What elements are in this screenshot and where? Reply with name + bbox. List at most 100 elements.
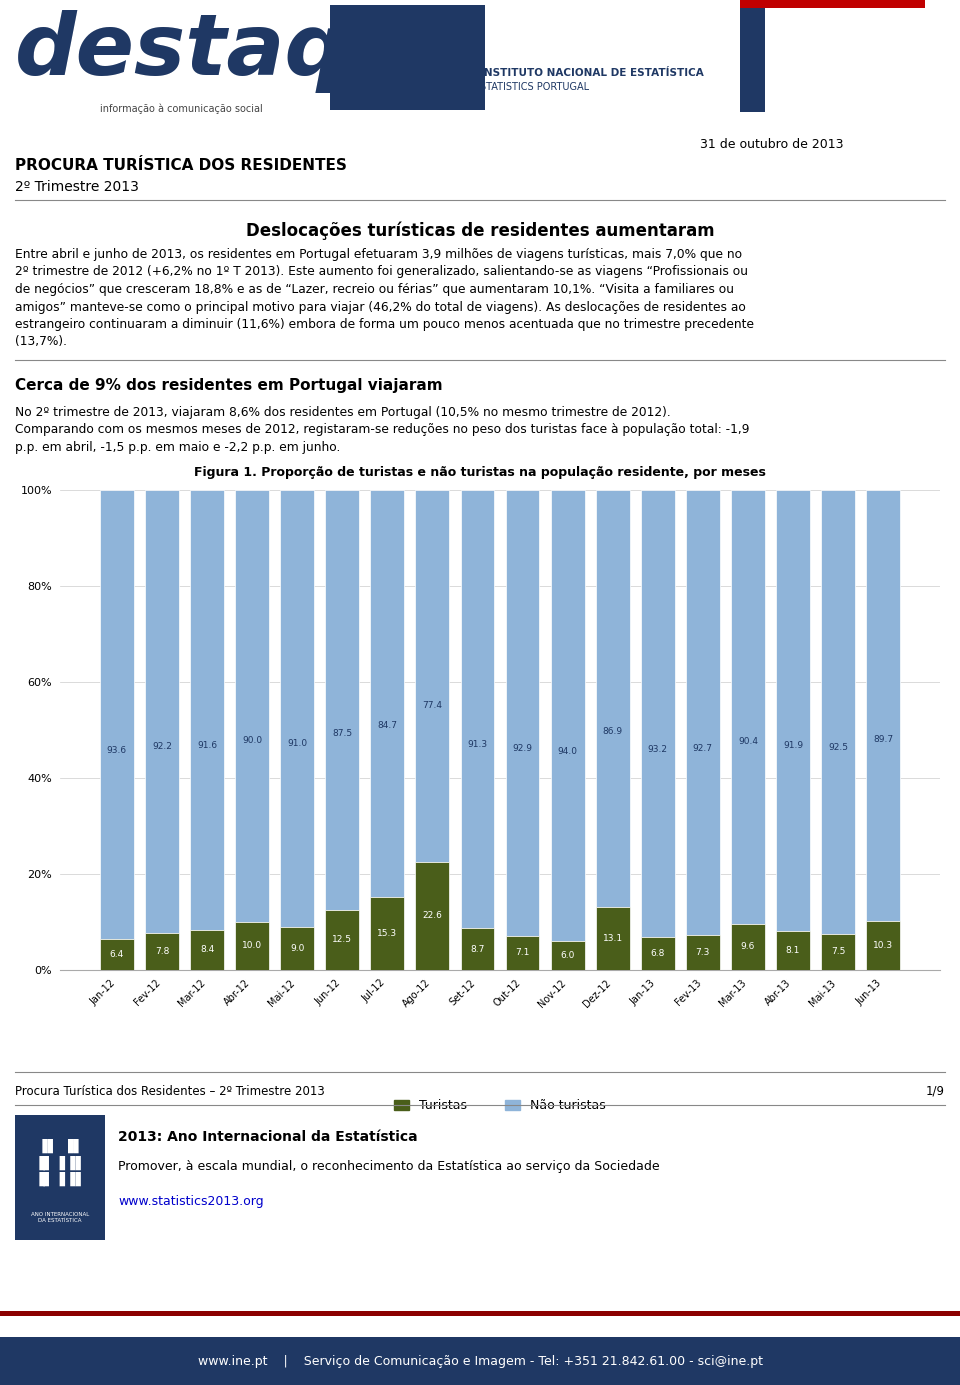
Text: 10.0: 10.0 — [242, 942, 262, 950]
Legend: Turistas, Não turistas: Turistas, Não turistas — [390, 1094, 611, 1118]
Text: informação à comunicação social: informação à comunicação social — [100, 104, 263, 115]
Text: 1/9: 1/9 — [926, 1084, 945, 1098]
Bar — [866, 490, 900, 921]
Text: 90.0: 90.0 — [242, 735, 262, 745]
Text: www.statistics2013.org: www.statistics2013.org — [118, 1195, 264, 1208]
Text: destaque: destaque — [15, 10, 467, 93]
Bar — [145, 932, 179, 969]
Bar — [866, 921, 900, 970]
Text: 86.9: 86.9 — [603, 727, 623, 737]
Bar — [551, 942, 585, 969]
Text: 91.3: 91.3 — [468, 740, 488, 749]
Bar — [596, 490, 630, 907]
Text: INSTITUTO NACIONAL DE ESTATÍSTICA: INSTITUTO NACIONAL DE ESTATÍSTICA — [480, 68, 704, 78]
Text: 12.5: 12.5 — [332, 935, 352, 945]
Bar — [731, 924, 765, 970]
Bar — [371, 490, 404, 896]
Text: estrangeiro continuaram a diminuir (11,6%) embora de forma um pouco menos acentu: estrangeiro continuaram a diminuir (11,6… — [15, 319, 754, 331]
Bar — [506, 936, 540, 970]
Text: ANO INTERNACIONAL
DA ESTATÍSTICA: ANO INTERNACIONAL DA ESTATÍSTICA — [31, 1212, 89, 1223]
Text: 90.4: 90.4 — [738, 737, 757, 747]
Bar — [551, 490, 585, 942]
Bar — [100, 490, 133, 939]
Bar — [821, 490, 855, 933]
Bar — [731, 490, 765, 924]
Text: 8.1: 8.1 — [786, 946, 800, 956]
Text: 7.3: 7.3 — [696, 947, 710, 957]
Bar — [685, 490, 720, 935]
Text: (13,7%).: (13,7%). — [15, 335, 67, 349]
Bar — [280, 490, 314, 927]
Bar — [145, 490, 179, 932]
Text: 2º trimestre de 2012 (+6,2% no 1º T 2013). Este aumento foi generalizado, salien: 2º trimestre de 2012 (+6,2% no 1º T 2013… — [15, 266, 748, 278]
Text: 6.4: 6.4 — [109, 950, 124, 960]
Text: 92.9: 92.9 — [513, 744, 533, 753]
Text: 2º Trimestre 2013: 2º Trimestre 2013 — [15, 180, 139, 194]
Bar — [100, 939, 133, 970]
Text: 8.7: 8.7 — [470, 945, 485, 954]
Text: www.ine.pt    |    Serviço de Comunicação e Imagem - Tel: +351 21.842.61.00 - sc: www.ine.pt | Serviço de Comunicação e Im… — [198, 1355, 762, 1367]
Text: 89.7: 89.7 — [873, 735, 893, 744]
Text: No 2º trimestre de 2013, viajaram 8,6% dos residentes em Portugal (10,5% no mesm: No 2º trimestre de 2013, viajaram 8,6% d… — [15, 406, 671, 420]
Text: 93.2: 93.2 — [648, 745, 668, 753]
Text: 2013: Ano Internacional da Estatística: 2013: Ano Internacional da Estatística — [118, 1130, 418, 1144]
Text: 77.4: 77.4 — [422, 701, 443, 711]
Text: 7.1: 7.1 — [516, 949, 530, 957]
Text: Figura 1. Proporção de turistas e não turistas na população residente, por meses: Figura 1. Proporção de turistas e não tu… — [194, 465, 766, 479]
Bar — [280, 927, 314, 969]
Text: 7.8: 7.8 — [155, 947, 169, 956]
Bar — [416, 861, 449, 970]
Text: 13.1: 13.1 — [603, 933, 623, 943]
Text: 91.0: 91.0 — [287, 738, 307, 748]
Bar — [325, 490, 359, 910]
Bar — [235, 490, 269, 922]
Text: 6.8: 6.8 — [651, 949, 665, 958]
Text: 8.4: 8.4 — [200, 946, 214, 954]
Text: Comparando com os mesmos meses de 2012, registaram-se reduções no peso dos turis: Comparando com os mesmos meses de 2012, … — [15, 424, 750, 436]
Text: Promover, à escala mundial, o reconhecimento da Estatística ao serviço da Socied: Promover, à escala mundial, o reconhecim… — [118, 1161, 660, 1173]
Bar — [190, 929, 224, 969]
Text: 7.5: 7.5 — [830, 947, 845, 957]
Text: 22.6: 22.6 — [422, 911, 443, 920]
Text: ▐▌ ▐▌
▐▌▐▐▌
▐▌▐▐▌: ▐▌ ▐▌ ▐▌▐▐▌ ▐▌▐▐▌ — [34, 1138, 86, 1186]
Text: PROCURA TURÍSTICA DOS RESIDENTES: PROCURA TURÍSTICA DOS RESIDENTES — [15, 158, 347, 173]
Bar — [776, 931, 810, 969]
Text: Procura Turística dos Residentes – 2º Trimestre 2013: Procura Turística dos Residentes – 2º Tr… — [15, 1084, 324, 1098]
Bar — [190, 490, 224, 929]
Text: 10.3: 10.3 — [873, 940, 893, 950]
Bar — [685, 935, 720, 970]
Text: 9.0: 9.0 — [290, 945, 304, 953]
Bar — [821, 933, 855, 969]
Bar — [641, 490, 675, 938]
Text: 92.7: 92.7 — [693, 744, 713, 752]
Text: p.p. em abril, -1,5 p.p. em maio e -2,2 p.p. em junho.: p.p. em abril, -1,5 p.p. em maio e -2,2 … — [15, 440, 341, 454]
Text: destaque: destaque — [15, 10, 467, 93]
Text: 15.3: 15.3 — [377, 929, 397, 938]
Text: Deslocações turísticas de residentes aumentaram: Deslocações turísticas de residentes aum… — [246, 222, 714, 241]
Bar — [371, 896, 404, 970]
Text: 91.9: 91.9 — [783, 741, 803, 751]
Bar — [596, 907, 630, 970]
Text: STATISTICS PORTUGAL: STATISTICS PORTUGAL — [480, 82, 589, 91]
Bar — [776, 490, 810, 931]
Text: 9.6: 9.6 — [741, 942, 756, 951]
Bar — [416, 490, 449, 861]
Text: 94.0: 94.0 — [558, 747, 578, 756]
Text: 31 de outubro de 2013: 31 de outubro de 2013 — [700, 138, 844, 151]
Text: Cerca de 9% dos residentes em Portugal viajaram: Cerca de 9% dos residentes em Portugal v… — [15, 378, 443, 393]
Text: de negócios” que cresceram 18,8% e as de “Lazer, recreio ou férias” que aumentar: de negócios” que cresceram 18,8% e as de… — [15, 283, 734, 296]
Text: 91.6: 91.6 — [197, 741, 217, 749]
Text: amigos” manteve-se como o principal motivo para viajar (46,2% do total de viagen: amigos” manteve-se como o principal moti… — [15, 301, 746, 313]
Text: 84.7: 84.7 — [377, 722, 397, 730]
Bar — [235, 922, 269, 970]
Text: 92.5: 92.5 — [828, 742, 848, 752]
Text: 92.2: 92.2 — [152, 742, 172, 751]
Text: 87.5: 87.5 — [332, 729, 352, 738]
Bar — [641, 938, 675, 970]
Bar — [461, 928, 494, 969]
Bar — [325, 910, 359, 970]
Text: Entre abril e junho de 2013, os residentes em Portugal efetuaram 3,9 milhões de : Entre abril e junho de 2013, os resident… — [15, 248, 742, 260]
Text: 6.0: 6.0 — [561, 951, 575, 960]
Bar — [461, 490, 494, 928]
Text: 93.6: 93.6 — [107, 747, 127, 755]
